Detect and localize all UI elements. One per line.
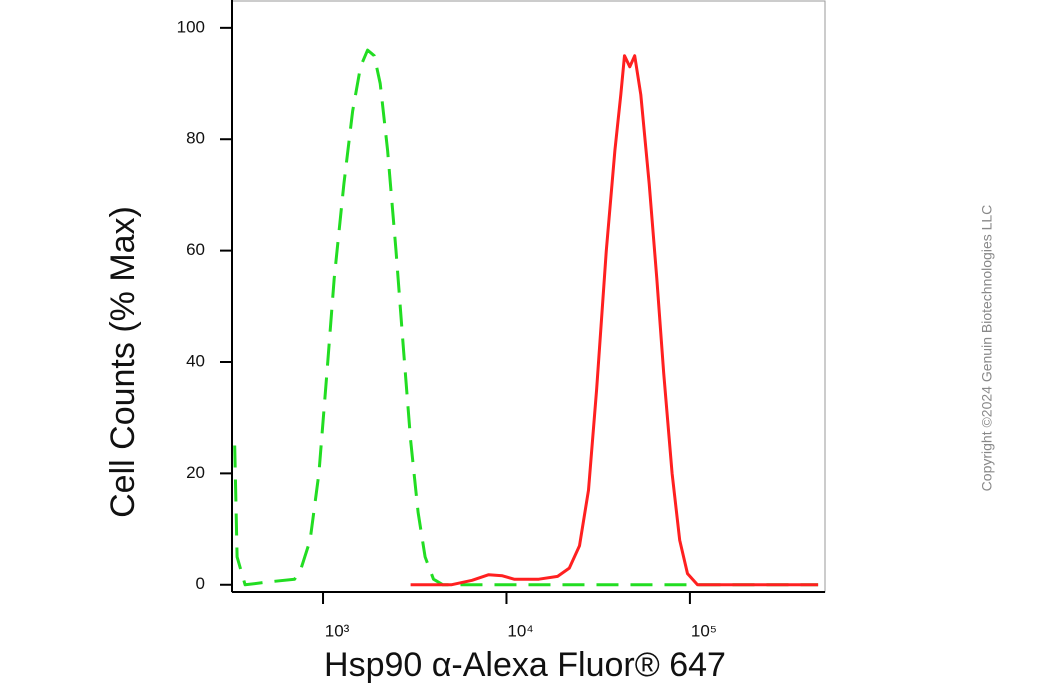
x-tick-label: 10³ xyxy=(325,621,350,640)
y-tick-label: 100 xyxy=(177,17,205,36)
copyright: Copyright ©2024 Genuin Biotechnologies L… xyxy=(979,205,995,492)
plot-frame xyxy=(231,0,826,593)
y-tick-label: 40 xyxy=(186,351,205,370)
x-tick-label: 10⁴ xyxy=(507,621,533,640)
x-axis-title: Hsp90 α-Alexa Fluor® 647 xyxy=(324,646,726,684)
y-axis-title: Cell Counts (% Max) xyxy=(104,206,142,518)
histogram-line xyxy=(410,54,819,587)
y-tick-label: 0 xyxy=(196,574,205,593)
x-tick-label: 10⁵ xyxy=(691,621,717,640)
y-tick-label: 80 xyxy=(186,129,205,148)
y-tick-label: 60 xyxy=(186,240,205,259)
histogram-line xyxy=(233,48,819,587)
y-tick-label: 20 xyxy=(186,463,205,482)
